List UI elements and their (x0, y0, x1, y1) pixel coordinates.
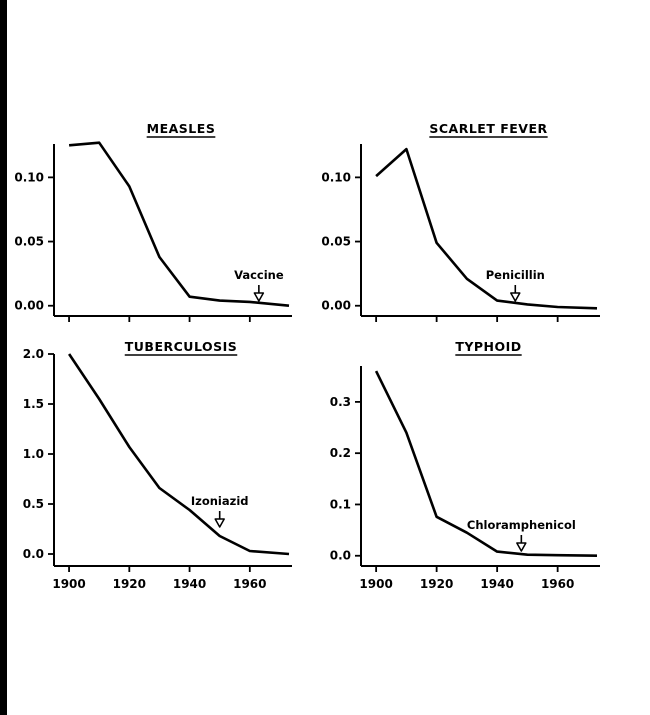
y-tick-label: 2.0 (23, 347, 44, 361)
y-tick-label: 0.05 (14, 235, 44, 249)
x-tick-label: 1900 (52, 577, 85, 591)
y-tick-label: 0.05 (321, 235, 351, 249)
panel-title: MEASLES (147, 121, 216, 136)
x-tick-label: 1920 (420, 577, 453, 591)
series-line (68, 141, 290, 307)
y-tick-label: 1.5 (23, 397, 44, 411)
x-tick-label: 1900 (359, 577, 392, 591)
series-line (68, 353, 290, 556)
annotation-label: Penicillin (486, 268, 545, 282)
y-tick-label: 1.0 (23, 447, 44, 461)
figure-canvas: MEASLES 0.00 0.05 0.10 Vaccine SCARLET FEVER… (14, 121, 600, 591)
figure-page: MEASLES 0.00 0.05 0.10 Vaccine SCARLET FEVER… (7, 0, 650, 715)
annotation-label: Chloramphenicol (467, 518, 576, 532)
annotation-label: Vaccine (234, 268, 284, 282)
panel-tuberculosis: TUBERCULOSIS 0.0 0.5 1.0 1.5 2.0 1900 1920 1940 1… (23, 339, 292, 591)
y-tick-label: 0.0 (23, 547, 44, 561)
x-tick-label: 1920 (113, 577, 146, 591)
y-tick-label: 0.00 (321, 299, 351, 313)
x-tick-label: 1960 (233, 577, 266, 591)
y-tick-label: 0.10 (321, 170, 351, 184)
x-tick-label: 1960 (541, 577, 574, 591)
panel-measles: MEASLES 0.00 0.05 0.10 Vaccine (14, 121, 292, 322)
x-tick-label: 1940 (480, 577, 513, 591)
panel-title: TYPHOID (455, 339, 521, 354)
annotation-arrow-head (516, 542, 527, 552)
panel-title: TUBERCULOSIS (125, 339, 238, 354)
panel-title: SCARLET FEVER (429, 121, 547, 136)
panel-typhoid: TYPHOID 0.0 0.1 0.2 0.3 1900 1920 1940 1960 Chlor… (330, 339, 600, 591)
y-tick-label: 0.0 (330, 549, 351, 563)
annotation-label: Izoniazid (191, 494, 249, 508)
y-tick-label: 0.3 (330, 395, 351, 409)
y-tick-label: 0.00 (14, 299, 44, 313)
x-tick-label: 1940 (173, 577, 206, 591)
panel-scarlet-fever: SCARLET FEVER 0.00 0.05 0.10 Penicillin (321, 121, 600, 322)
annotation-arrow-head (214, 518, 225, 528)
annotation-arrow-head (510, 292, 521, 302)
annotation-arrow-head (253, 292, 265, 302)
series-line (374, 370, 598, 557)
y-tick-label: 0.1 (330, 497, 351, 511)
y-tick-label: 0.2 (330, 446, 351, 460)
series-line (375, 147, 598, 310)
y-tick-label: 0.5 (23, 497, 44, 511)
y-tick-label: 0.10 (14, 170, 44, 184)
